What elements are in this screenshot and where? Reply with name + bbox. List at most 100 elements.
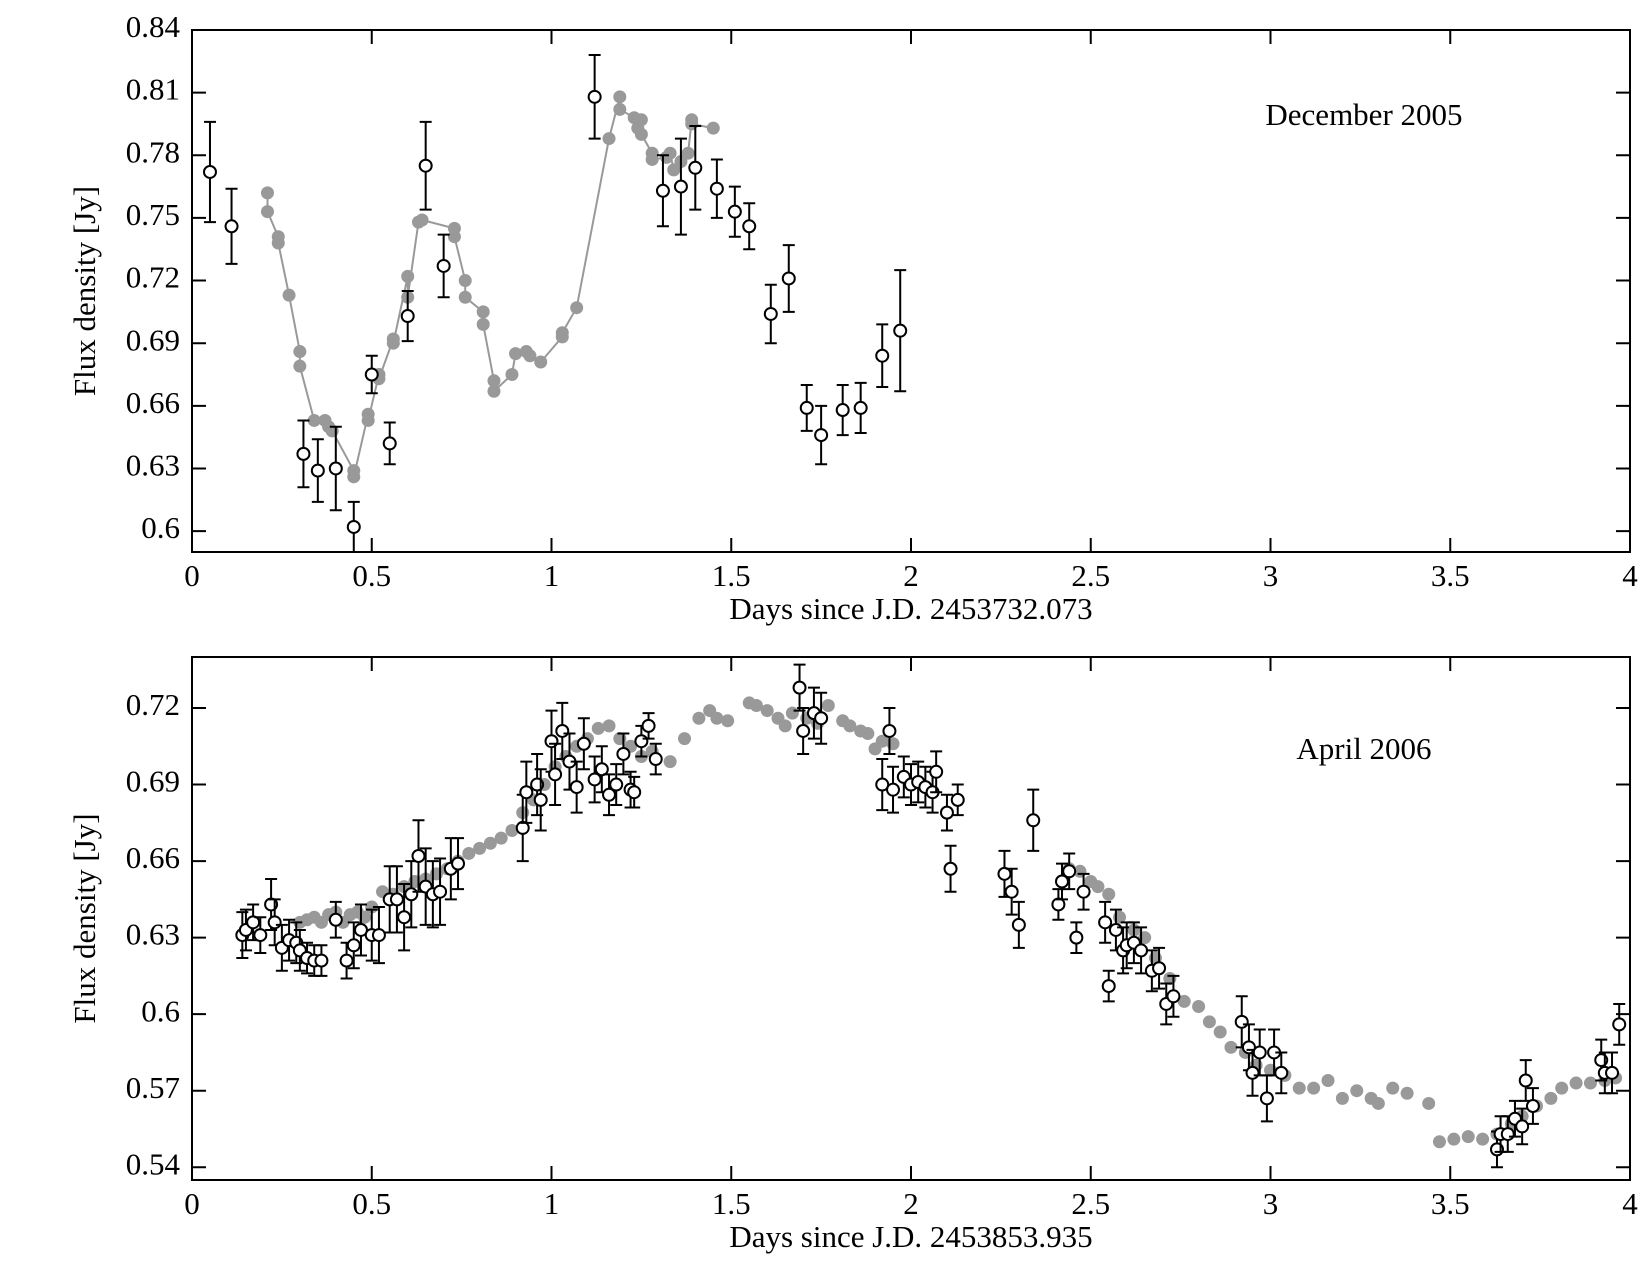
x-tick-label: 1 [544, 1186, 560, 1221]
data-point [267, 915, 282, 930]
data-point [778, 719, 792, 733]
data-point [1259, 1091, 1274, 1106]
data-point [1447, 1132, 1461, 1146]
x-tick-label: 3.5 [1431, 558, 1470, 593]
data-point [929, 764, 944, 779]
x-tick-label: 1 [544, 558, 560, 593]
data-point [346, 519, 361, 534]
data-point [763, 306, 778, 321]
data-point [1062, 864, 1077, 879]
annotation: December 2005 [1265, 97, 1462, 132]
data-point [1583, 1076, 1597, 1090]
data-point [386, 336, 400, 350]
data-point [882, 723, 897, 738]
data-point [1134, 943, 1149, 958]
data-point [1004, 884, 1019, 899]
annotation: April 2006 [1296, 731, 1431, 766]
data-point [814, 428, 829, 443]
data-point [246, 915, 261, 930]
data-point [939, 805, 954, 820]
data-point [613, 102, 627, 116]
data-point [1432, 1135, 1446, 1149]
data-point [576, 736, 591, 751]
y-tick-label: 0.81 [126, 72, 180, 107]
data-point [655, 183, 670, 198]
data-point [282, 288, 296, 302]
data-point [533, 792, 548, 807]
data-point [347, 470, 361, 484]
data-point [462, 846, 476, 860]
data-point [663, 146, 677, 160]
data-point [587, 89, 602, 104]
data-point [616, 746, 631, 761]
data-point [613, 90, 627, 104]
data-point [602, 719, 616, 733]
x-tick-label: 0 [184, 1186, 200, 1221]
data-point [436, 258, 451, 273]
y-tick-label: 0.66 [126, 840, 180, 875]
data-point [483, 836, 497, 850]
data-point [785, 706, 799, 720]
data-point [1476, 1132, 1490, 1146]
data-point [310, 463, 325, 478]
data-point [328, 912, 343, 927]
data-point [473, 841, 487, 855]
data-point [796, 723, 811, 738]
data-point [307, 413, 321, 427]
x-tick-label: 2 [903, 558, 919, 593]
data-point [749, 698, 763, 712]
data-point [1274, 1065, 1289, 1080]
data-point [1026, 813, 1041, 828]
data-point [1102, 887, 1116, 901]
data-point [202, 164, 217, 179]
y-tick-label: 0.57 [126, 1070, 180, 1105]
data-point [1108, 922, 1123, 937]
data-point [1335, 1091, 1349, 1105]
data-point [1292, 1081, 1306, 1095]
data-point [875, 348, 890, 363]
x-tick-label: 4 [1622, 1186, 1638, 1221]
x-tick-label: 4 [1622, 558, 1638, 593]
data-point [1054, 874, 1069, 889]
data-point [1544, 1091, 1558, 1105]
data-point [451, 856, 466, 871]
data-point [534, 355, 548, 369]
data-point [476, 305, 490, 319]
data-point [346, 938, 361, 953]
data-point [1321, 1074, 1335, 1088]
data-point [389, 892, 404, 907]
data-point [1098, 915, 1113, 930]
data-point [509, 347, 523, 361]
data-point [1152, 961, 1167, 976]
data-point [627, 785, 642, 800]
data-point [1234, 1014, 1249, 1029]
x-tick-label: 0 [184, 558, 200, 593]
data-point [706, 121, 720, 135]
data-point [1177, 994, 1191, 1008]
x-tick-label: 3 [1263, 1186, 1279, 1221]
data-point [843, 719, 857, 733]
data-point [382, 436, 397, 451]
data-point [1400, 1086, 1414, 1100]
data-point [792, 680, 807, 695]
data-point [634, 734, 649, 749]
data-point [943, 861, 958, 876]
data-point [1069, 930, 1084, 945]
data-point [821, 698, 835, 712]
data-point [253, 928, 268, 943]
data-point [648, 752, 663, 767]
x-tick-label: 3 [1263, 558, 1279, 593]
data-point [1518, 1073, 1533, 1088]
data-point [688, 160, 703, 175]
data-point [1371, 1096, 1385, 1110]
data-point [458, 274, 472, 288]
data-point [400, 309, 415, 324]
data-point [645, 152, 659, 166]
data-point [1213, 1025, 1227, 1039]
data-point [487, 384, 501, 398]
x-tick-label: 1.5 [712, 558, 751, 593]
data-point [634, 127, 648, 141]
data-point [411, 848, 426, 863]
data-point [641, 718, 656, 733]
data-point [397, 910, 412, 925]
